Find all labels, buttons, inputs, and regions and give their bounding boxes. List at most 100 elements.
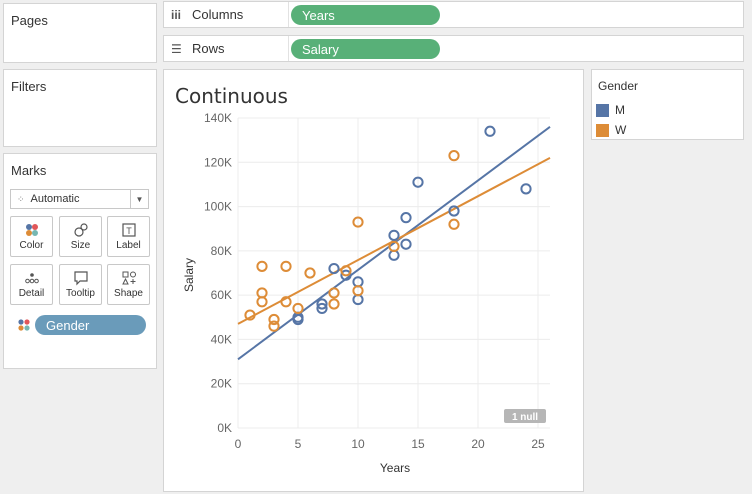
- legend-item-m[interactable]: M: [596, 103, 625, 117]
- data-point-m[interactable]: [484, 125, 496, 137]
- data-point-m[interactable]: [412, 176, 424, 188]
- legend-swatch-m: [596, 103, 609, 117]
- y-tick-label: 140K: [204, 111, 232, 125]
- data-point-w[interactable]: [292, 302, 304, 315]
- gender-legend: Gender: [591, 69, 744, 140]
- data-point-m[interactable]: [400, 212, 412, 224]
- data-point-m[interactable]: [520, 183, 532, 195]
- shape-icon: [108, 270, 149, 286]
- trend-line-m[interactable]: [237, 126, 551, 361]
- legend-item-w[interactable]: W: [596, 123, 626, 137]
- gender-color-icon: [17, 318, 31, 337]
- data-point-m[interactable]: [328, 262, 340, 275]
- color-icon: [11, 222, 52, 238]
- data-point-m[interactable]: [448, 205, 460, 217]
- data-point-w[interactable]: [268, 320, 280, 332]
- data-point-w[interactable]: [256, 296, 268, 308]
- data-points: [244, 125, 532, 332]
- size-icon: [60, 222, 101, 238]
- label-label: Label: [116, 240, 141, 251]
- null-indicator-label: 1 null: [512, 412, 538, 423]
- rows-label-text: Rows: [192, 41, 225, 56]
- data-point-w[interactable]: [448, 150, 460, 162]
- data-point-m[interactable]: [388, 249, 400, 261]
- data-point-w[interactable]: [388, 240, 400, 253]
- legend-label-m: M: [615, 103, 625, 117]
- detail-button[interactable]: Detail: [10, 264, 53, 305]
- data-point-w[interactable]: [256, 260, 268, 272]
- data-point-w[interactable]: [328, 298, 340, 310]
- x-tick-label: 15: [411, 437, 425, 451]
- mark-type-icon: ⁘: [17, 193, 25, 204]
- detail-icon: [11, 270, 52, 286]
- null-indicator[interactable]: 1 null: [504, 409, 546, 423]
- legend-swatch-w: [596, 123, 609, 137]
- data-point-w[interactable]: [304, 267, 316, 279]
- x-axis-label: Years: [380, 461, 410, 475]
- mark-type-label: Automatic: [30, 193, 80, 205]
- shape-label: Shape: [114, 288, 143, 299]
- data-point-m[interactable]: [316, 298, 328, 310]
- y-tick-label: 40K: [211, 332, 232, 346]
- label-icon: T: [108, 222, 149, 238]
- data-point-w[interactable]: [352, 216, 364, 228]
- y-tick-label: 60K: [211, 288, 232, 302]
- gender-field-pill[interactable]: Gender: [35, 315, 146, 335]
- y-tick-label: 20K: [211, 377, 232, 391]
- tooltip-button[interactable]: Tooltip: [59, 264, 102, 305]
- legend-title: Gender: [598, 79, 639, 93]
- data-point-w[interactable]: [340, 265, 352, 277]
- svg-text:T: T: [126, 226, 132, 236]
- pages-shelf[interactable]: Pages: [3, 3, 157, 63]
- data-point-w[interactable]: [256, 287, 268, 299]
- color-label: Color: [19, 240, 44, 251]
- data-point-w[interactable]: [280, 260, 292, 272]
- color-button[interactable]: Color: [10, 216, 53, 257]
- chevron-down-icon[interactable]: ▼: [130, 190, 148, 208]
- data-point-w[interactable]: [244, 309, 256, 321]
- x-tick-label: 0: [235, 437, 242, 451]
- salary-pill-label: Salary: [302, 41, 339, 57]
- columns-shelf[interactable]: iii Columns Years: [163, 1, 744, 28]
- view-panel[interactable]: [163, 69, 584, 492]
- years-pill-label: Years: [302, 7, 335, 23]
- y-tick-labels: 0K 20K 40K 60K 80K 100K 120K 140K: [204, 111, 232, 435]
- label-button[interactable]: T Label: [107, 216, 150, 257]
- data-point-m[interactable]: [388, 229, 400, 241]
- data-point-w[interactable]: [448, 218, 460, 230]
- rows-shelf-label: ☰ Rows: [164, 36, 289, 61]
- size-label: Size: [70, 240, 91, 251]
- data-point-m[interactable]: [400, 238, 412, 250]
- size-button[interactable]: Size: [59, 216, 102, 257]
- x-tick-labels: 0 5 10 15 20 25: [235, 437, 545, 451]
- trend-lines: [237, 126, 551, 361]
- gender-field-pill-label: Gender: [46, 317, 90, 333]
- detail-label: Detail: [18, 288, 45, 299]
- data-point-w[interactable]: [328, 287, 340, 299]
- data-point-w[interactable]: [280, 296, 292, 308]
- data-point-m[interactable]: [316, 302, 328, 315]
- filters-title: Filters: [11, 79, 47, 94]
- data-point-w[interactable]: [352, 285, 364, 297]
- chart-title: Continuous: [175, 84, 288, 108]
- mark-type-dropdown[interactable]: ⁘ Automatic ▼: [10, 189, 149, 209]
- rows-shelf[interactable]: ☰ Rows Salary: [163, 35, 744, 62]
- y-tick-label: 80K: [211, 244, 232, 258]
- rows-icon: ☰: [171, 41, 182, 56]
- tooltip-icon: [60, 270, 101, 286]
- x-tick-label: 25: [531, 437, 545, 451]
- filters-shelf[interactable]: Filters: [3, 69, 157, 147]
- data-point-m[interactable]: [340, 269, 352, 281]
- legend-label-w: W: [615, 123, 627, 137]
- y-tick-label: 100K: [204, 200, 232, 214]
- columns-icon: iii: [171, 7, 182, 22]
- data-point-w[interactable]: [268, 313, 280, 326]
- marks-title: Marks: [11, 163, 47, 178]
- years-pill[interactable]: Years: [291, 5, 440, 25]
- y-tick-label: 0K: [217, 421, 232, 435]
- x-tick-label: 5: [295, 437, 302, 451]
- shape-button[interactable]: Shape: [107, 264, 150, 305]
- salary-pill[interactable]: Salary: [291, 39, 440, 59]
- y-axis-label: Salary: [182, 258, 196, 292]
